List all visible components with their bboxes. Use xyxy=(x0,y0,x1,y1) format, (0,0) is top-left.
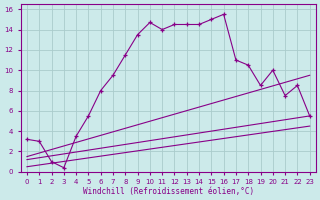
X-axis label: Windchill (Refroidissement éolien,°C): Windchill (Refroidissement éolien,°C) xyxy=(83,187,254,196)
